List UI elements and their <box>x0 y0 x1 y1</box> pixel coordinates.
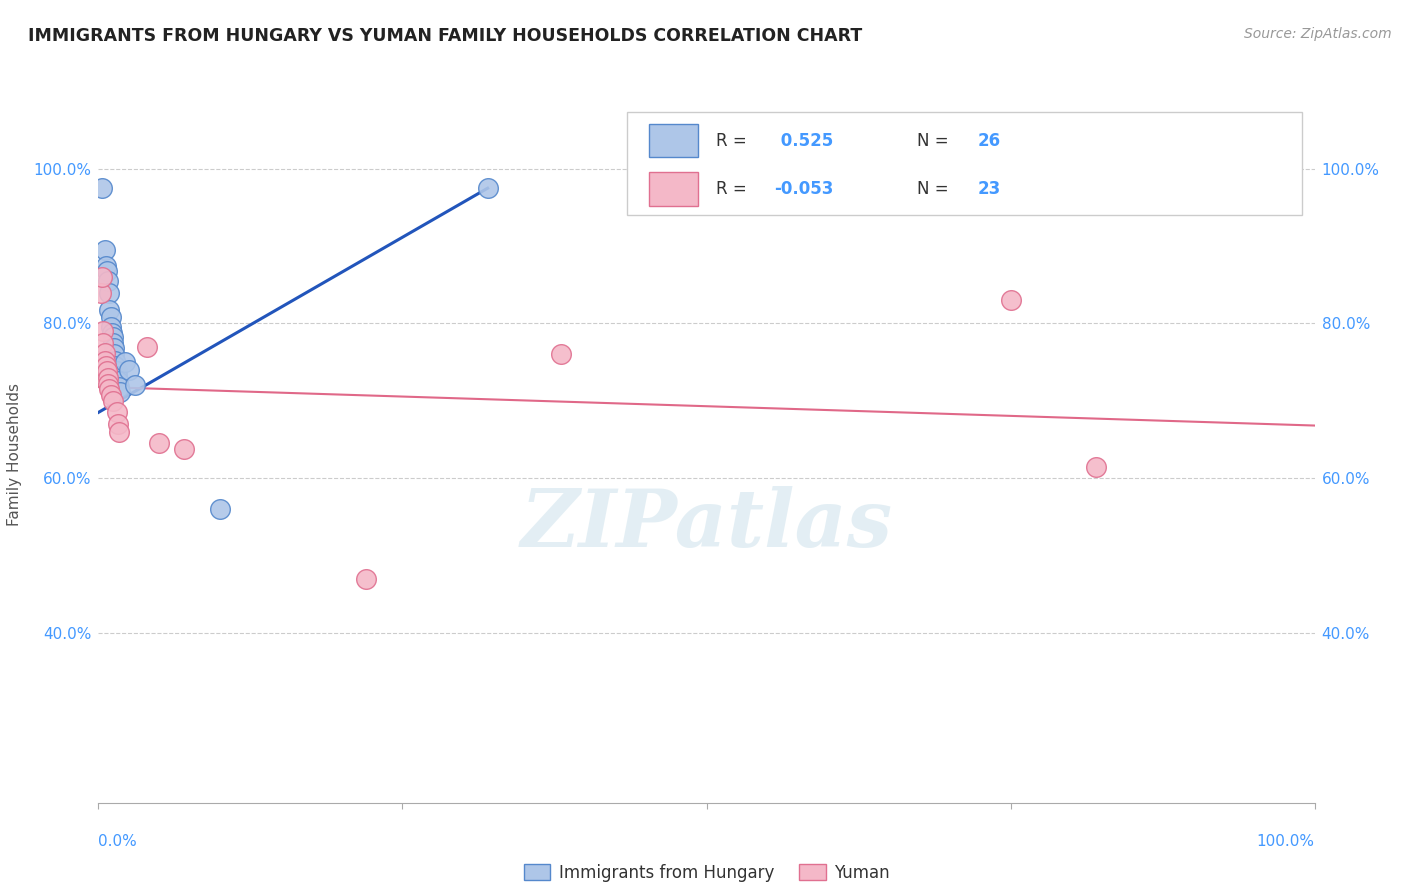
Point <box>105 364 128 378</box>
FancyBboxPatch shape <box>627 112 1302 215</box>
Text: ZIPatlas: ZIPatlas <box>520 486 893 563</box>
Point <box>100 387 122 401</box>
Point <box>91 270 114 285</box>
Text: 0.0%: 0.0% <box>98 834 138 849</box>
FancyBboxPatch shape <box>650 172 697 206</box>
Point <box>98 302 121 317</box>
Point <box>101 335 124 350</box>
Point <box>94 359 117 373</box>
Point <box>148 436 170 450</box>
Point <box>91 324 114 338</box>
Text: 23: 23 <box>977 180 1001 198</box>
Point <box>93 243 115 257</box>
Point <box>477 181 499 195</box>
Point <box>118 363 141 377</box>
Point <box>550 347 572 361</box>
Text: N =: N = <box>917 180 953 198</box>
Text: -0.053: -0.053 <box>775 180 834 198</box>
Point <box>105 369 128 384</box>
Point <box>101 326 124 340</box>
Point <box>107 375 129 389</box>
Point <box>108 380 131 394</box>
Point <box>91 335 114 350</box>
Point <box>101 330 124 344</box>
Text: 100.0%: 100.0% <box>1257 834 1315 849</box>
Legend: Immigrants from Hungary, Yuman: Immigrants from Hungary, Yuman <box>517 857 896 888</box>
Point <box>209 502 232 516</box>
Point <box>93 346 115 360</box>
Point <box>173 442 195 456</box>
Point <box>354 572 377 586</box>
Point <box>103 347 125 361</box>
Text: Source: ZipAtlas.com: Source: ZipAtlas.com <box>1244 27 1392 41</box>
Point <box>110 384 132 399</box>
Point <box>96 364 118 378</box>
Point <box>93 353 115 368</box>
Point <box>100 310 122 325</box>
Point <box>104 359 127 373</box>
FancyBboxPatch shape <box>650 124 697 158</box>
Point <box>97 376 120 391</box>
Point <box>1000 293 1022 308</box>
Point <box>103 341 125 355</box>
Point <box>91 181 114 195</box>
Point <box>107 417 129 431</box>
Point <box>124 378 146 392</box>
Text: R =: R = <box>716 132 752 150</box>
Point <box>136 340 159 354</box>
Point <box>97 274 120 288</box>
Point <box>101 393 124 408</box>
Point <box>97 370 120 384</box>
Point <box>90 285 112 300</box>
Point <box>94 259 117 273</box>
Point <box>1084 459 1107 474</box>
Text: 0.525: 0.525 <box>775 132 832 150</box>
Text: 26: 26 <box>977 132 1001 150</box>
Point <box>96 264 118 278</box>
Point <box>105 405 128 419</box>
Point <box>98 382 121 396</box>
Y-axis label: Family Households: Family Households <box>7 384 22 526</box>
Text: IMMIGRANTS FROM HUNGARY VS YUMAN FAMILY HOUSEHOLDS CORRELATION CHART: IMMIGRANTS FROM HUNGARY VS YUMAN FAMILY … <box>28 27 862 45</box>
Text: N =: N = <box>917 132 953 150</box>
Text: R =: R = <box>716 180 752 198</box>
Point <box>114 355 136 369</box>
Point <box>104 353 127 368</box>
Point <box>108 425 131 439</box>
Point <box>98 285 121 300</box>
Point <box>100 320 122 334</box>
